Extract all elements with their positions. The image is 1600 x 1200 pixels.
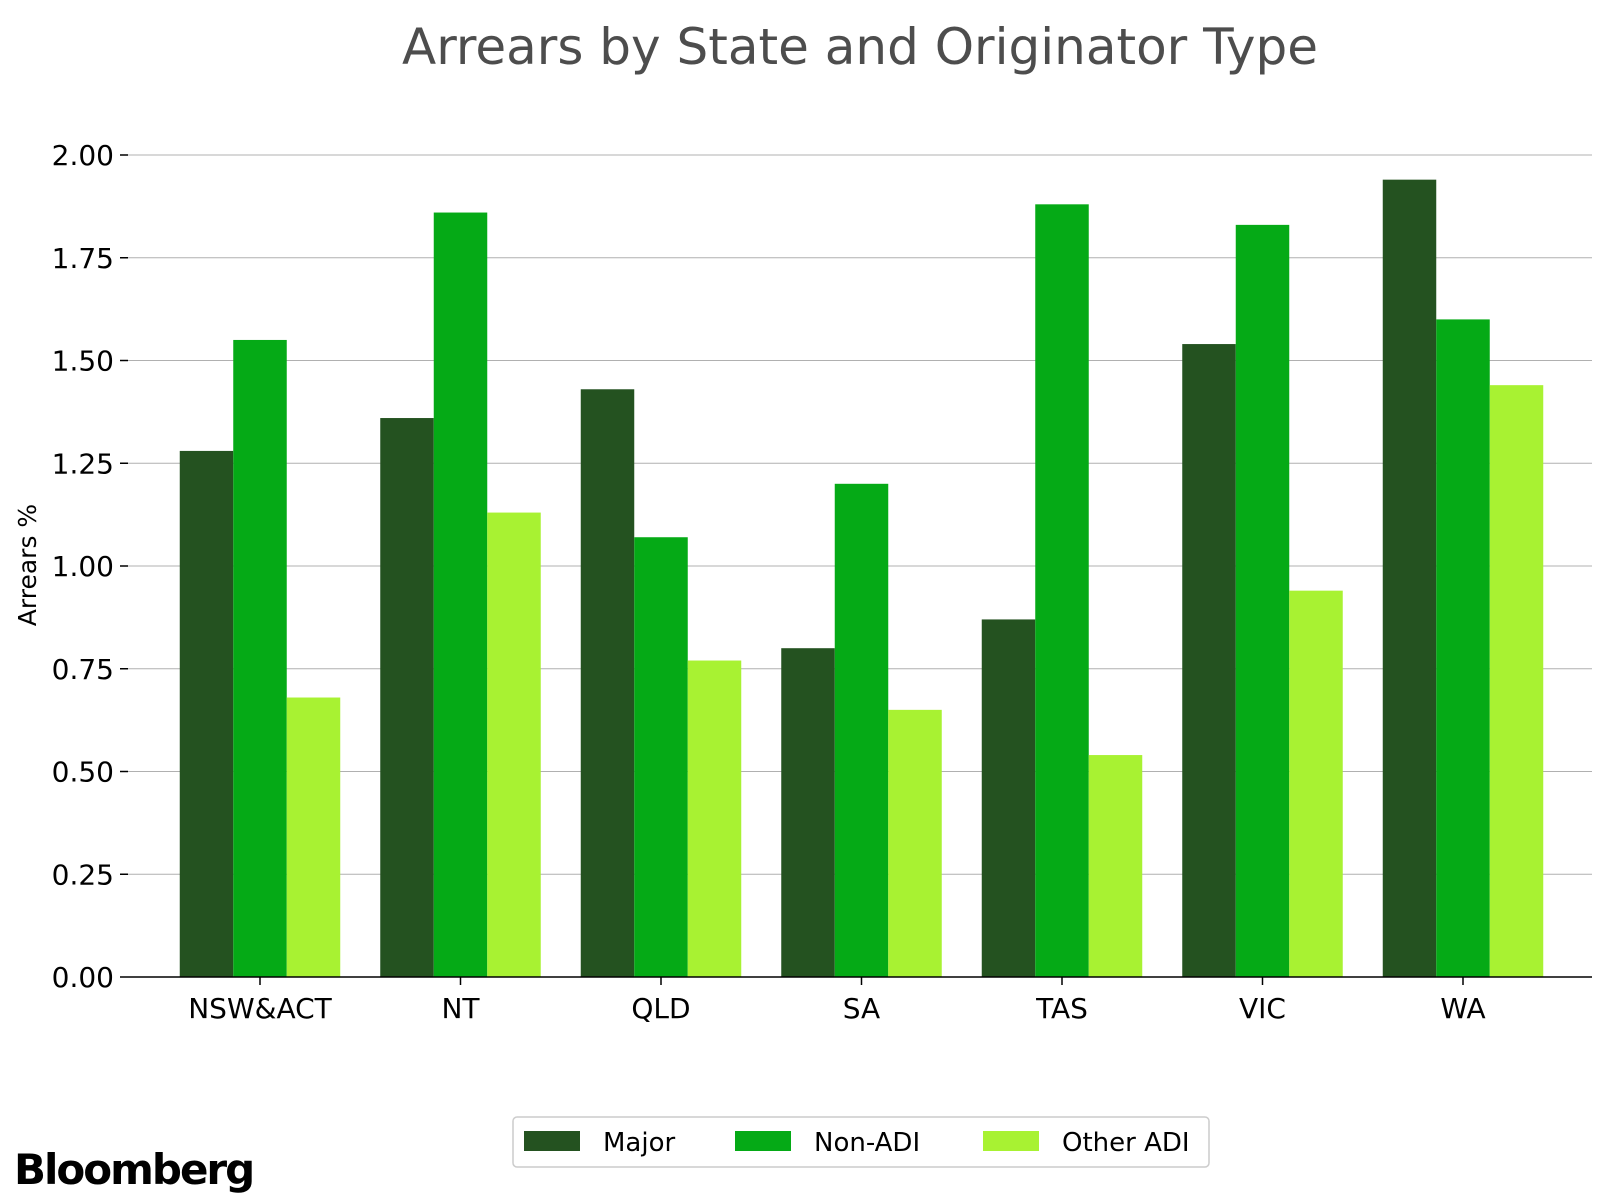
bar-other-adi-nsw-act (286, 697, 341, 977)
bar-other-adi-nt (487, 512, 541, 977)
y-tick-label: 0.25 (52, 858, 114, 891)
x-tick-label: NSW&ACT (188, 992, 332, 1025)
y-axis-label: Arrears % (13, 504, 42, 626)
x-tick-label: VIC (1239, 992, 1286, 1025)
y-tick-label: 2.00 (52, 139, 114, 172)
bar-major-nsw-act (179, 450, 234, 977)
legend-label: Non-ADI (814, 1128, 920, 1158)
legend-swatch (524, 1131, 580, 1151)
axes: 0.00 0.25 0.50 0.75 1.00 1.25 1.50 1.75 2.00 NSW&… (52, 139, 1592, 1025)
bar-major-wa (1382, 179, 1437, 977)
y-tick-label: 1.00 (52, 550, 114, 583)
y-tick-label: 1.25 (52, 447, 114, 480)
bars (179, 179, 1544, 978)
x-tick-label: QLD (631, 992, 690, 1025)
x-tick-label: TAS (1035, 992, 1088, 1025)
bar-major-vic (1182, 344, 1236, 977)
y-tick-label: 0.50 (52, 756, 114, 789)
legend-frame (512, 1116, 1210, 1168)
legend-swatch (735, 1131, 791, 1151)
chart-title: Arrears by State and Originator Type (402, 18, 1318, 76)
bar-other-adi-wa (1489, 385, 1544, 977)
bar-non-adi-tas (1035, 204, 1089, 977)
y-tick-label: 1.75 (52, 242, 114, 275)
bar-non-adi-nt (433, 212, 488, 978)
x-tick-label: NT (441, 992, 480, 1025)
bar-major-tas (981, 619, 1036, 977)
bar-non-adi-wa (1436, 319, 1490, 977)
bar-non-adi-nsw-act (233, 339, 287, 977)
bar-other-adi-sa (888, 709, 942, 977)
y-tick-label: 1.50 (52, 345, 114, 378)
bar-non-adi-sa (834, 483, 889, 977)
bar-other-adi-tas (1088, 755, 1143, 977)
bar-major-qld (580, 389, 635, 977)
bloomberg-logo: Bloomberg (14, 1145, 253, 1194)
bar-non-adi-vic (1235, 224, 1290, 977)
bar-non-adi-qld (634, 537, 688, 977)
bar-major-nt (380, 418, 434, 977)
y-tick-label: 0.00 (52, 961, 114, 994)
legend-label: Major (603, 1128, 675, 1158)
legend: Major Non-ADI Other ADI (512, 1116, 1210, 1168)
bar-other-adi-vic (1289, 590, 1343, 977)
y-tick-label: 0.75 (52, 653, 114, 686)
bar-other-adi-qld (687, 660, 742, 977)
x-tick-label: SA (843, 992, 880, 1025)
bar-major-sa (781, 648, 835, 977)
x-tick-label: WA (1440, 992, 1485, 1025)
legend-swatch (983, 1131, 1039, 1151)
legend-label: Other ADI (1062, 1128, 1190, 1158)
